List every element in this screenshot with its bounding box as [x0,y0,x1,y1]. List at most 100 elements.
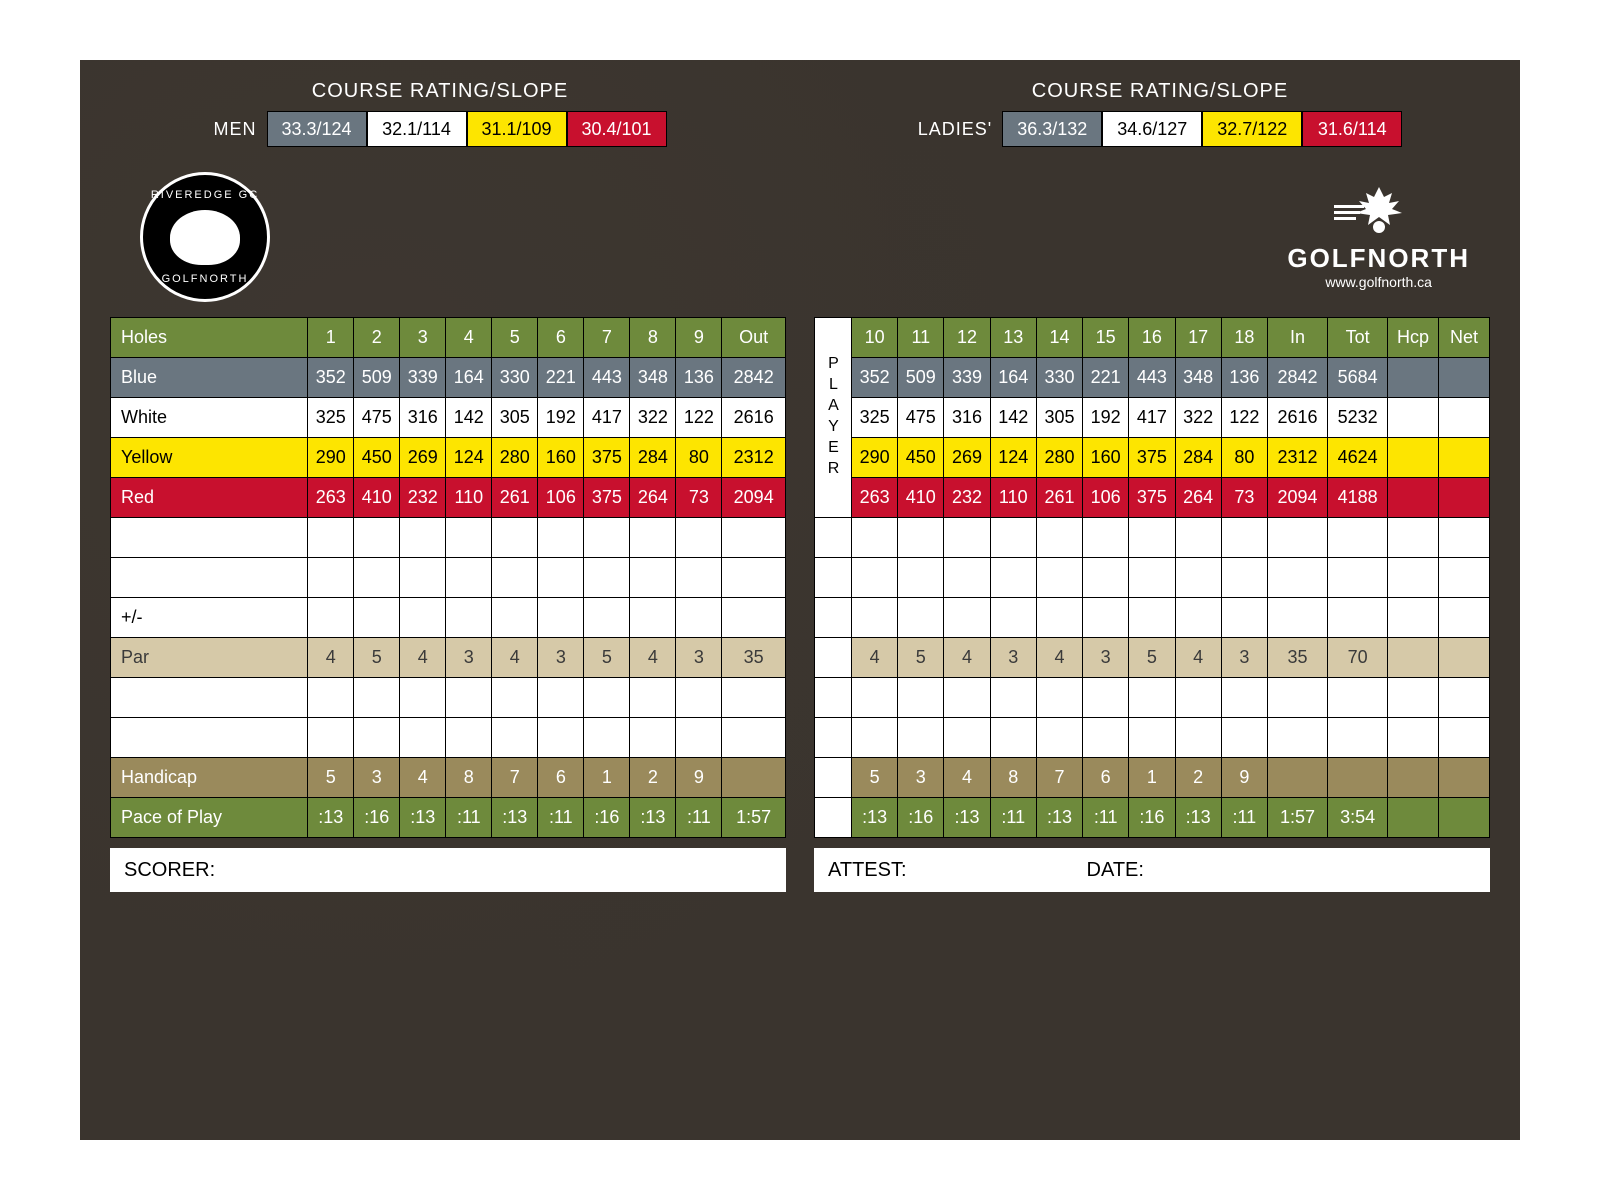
rating-men-block: COURSE RATING/SLOPE MEN 33.3/12432.1/114… [110,80,770,147]
cell: 375 [584,438,630,478]
cell: 3 [538,638,584,678]
cell [1328,758,1388,798]
cell [722,598,786,638]
cell [944,678,990,718]
cell: :11 [1083,798,1129,838]
cell [400,678,446,718]
cell [584,598,630,638]
cell [1438,478,1489,518]
row-label: +/- [111,598,308,638]
cell [944,598,990,638]
cell [1388,398,1439,438]
cell [1129,718,1175,758]
cell [1438,358,1489,398]
cell [851,718,897,758]
cell: 4 [1036,638,1082,678]
cell: 410 [898,478,944,518]
cell: 339 [400,358,446,398]
cell: 339 [944,358,990,398]
cell: 1 [584,758,630,798]
cell: 18 [1221,318,1267,358]
cell: 2312 [722,438,786,478]
cell: 443 [584,358,630,398]
cell [492,598,538,638]
row-label: Handicap [111,758,308,798]
cell: 221 [1083,358,1129,398]
cell: 375 [1129,438,1175,478]
ladies-cells: 36.3/13234.6/12732.7/12231.6/114 [1002,111,1402,147]
cell [538,718,584,758]
rating-ladies-block: COURSE RATING/SLOPE LADIES' 36.3/13234.6… [830,80,1490,147]
cell [990,678,1036,718]
cell [944,518,990,558]
cell [1036,518,1082,558]
cell: 3 [1083,638,1129,678]
scorer-box[interactable]: SCORER: [110,848,786,892]
cell [1221,518,1267,558]
cell: 348 [1175,358,1221,398]
cell: 305 [1036,398,1082,438]
cell [815,598,852,638]
front-nine-card: Holes123456789OutBlue3525093391643302214… [110,317,786,838]
cell: 2094 [722,478,786,518]
cell: :11 [538,798,584,838]
rating-cell: 31.6/114 [1302,111,1402,147]
cell [676,598,722,638]
men-label: MEN [214,119,257,140]
cell [630,678,676,718]
cell [308,678,354,718]
cell: :16 [354,798,400,838]
cell: 280 [1036,438,1082,478]
cell [722,518,786,558]
back-table: PLAYER101112131415161718InTotHcpNet35250… [814,317,1490,838]
rating-title-ladies: COURSE RATING/SLOPE [830,80,1490,103]
cell: :16 [898,798,944,838]
cell [538,598,584,638]
cell: 232 [944,478,990,518]
cell: 3 [354,758,400,798]
rating-cell: 36.3/132 [1002,111,1102,147]
cell [898,718,944,758]
cell: 4624 [1328,438,1388,478]
cell: 450 [898,438,944,478]
cell [1267,518,1327,558]
cell: 5684 [1328,358,1388,398]
cell: 264 [1175,478,1221,518]
cell [584,718,630,758]
cell: 136 [676,358,722,398]
cell: 5232 [1328,398,1388,438]
attest-label: ATTEST: [828,859,907,882]
cell [676,518,722,558]
cell [630,718,676,758]
cell: 4188 [1328,478,1388,518]
row-label: Holes [111,318,308,358]
cell: :13 [492,798,538,838]
cell: 73 [676,478,722,518]
cell [944,558,990,598]
cell: 192 [1083,398,1129,438]
cell: 4 [1175,638,1221,678]
cell: 330 [492,358,538,398]
header: COURSE RATING/SLOPE MEN 33.3/12432.1/114… [80,60,1520,157]
cell: 322 [1175,398,1221,438]
cell: 6 [538,318,584,358]
cell [400,518,446,558]
scorer-label: SCORER: [124,859,215,882]
cell [630,598,676,638]
cell [898,598,944,638]
cell: 3 [898,758,944,798]
cell [1036,598,1082,638]
cell [1129,518,1175,558]
golfnorth-name: GOLFNORTH [1287,243,1470,274]
club-logo-top-text: RIVEREDGE GC [151,189,259,201]
cell: 2842 [1267,358,1327,398]
cell [584,558,630,598]
cell [1036,678,1082,718]
cell [1221,678,1267,718]
cell: 14 [1036,318,1082,358]
cell: 325 [851,398,897,438]
attest-box[interactable]: ATTEST: DATE: [814,848,1490,892]
cell: 4 [944,638,990,678]
cell [1388,638,1439,678]
scorecards: Holes123456789OutBlue3525093391643302214… [80,317,1520,838]
